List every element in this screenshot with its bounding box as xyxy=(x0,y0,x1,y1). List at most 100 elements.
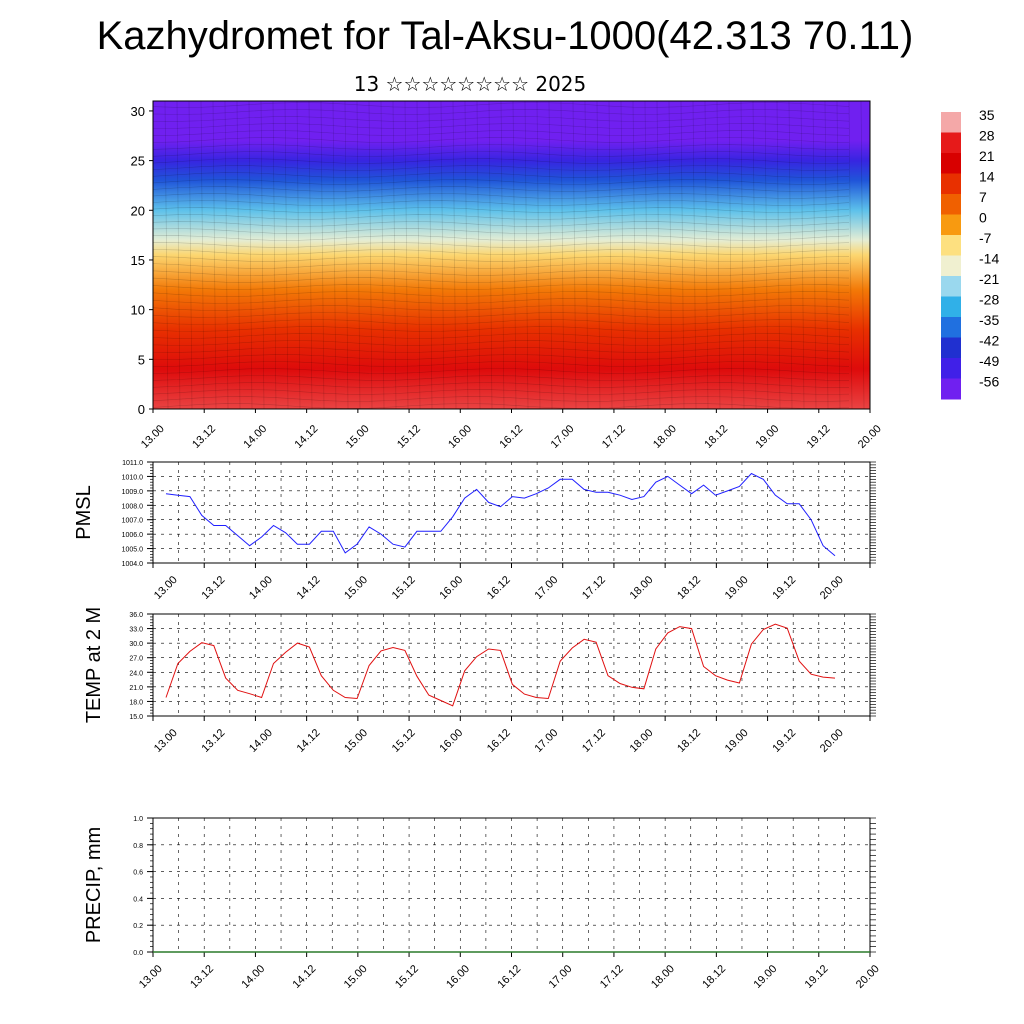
barb-row xyxy=(152,256,850,262)
barb-column xyxy=(728,100,733,410)
legend-swatch xyxy=(941,153,961,174)
legend-swatch xyxy=(941,235,961,256)
barb-column xyxy=(176,100,181,410)
legend-label: -7 xyxy=(979,230,992,246)
barb-row xyxy=(152,284,850,290)
barb-column xyxy=(608,100,613,410)
y-tick-label: 1007.0 xyxy=(122,518,144,525)
heatmap-field xyxy=(153,101,870,409)
barb-row xyxy=(152,326,850,332)
barb-column xyxy=(644,100,649,410)
barb-row xyxy=(152,249,850,255)
x-tick-label: 14.00 xyxy=(239,963,267,991)
barb-column xyxy=(392,100,397,410)
barb-column xyxy=(716,100,721,410)
barb-row xyxy=(152,158,850,164)
barb-row xyxy=(152,214,850,220)
y-tick-label: 0 xyxy=(138,402,145,417)
x-tick-label: 14.00 xyxy=(247,727,275,755)
barb-column xyxy=(440,100,445,410)
x-tick-label: 20.00 xyxy=(854,963,882,991)
y-tick-label: 25 xyxy=(131,154,145,169)
y-tick-label: 1008.0 xyxy=(122,503,144,510)
x-tick-label: 14.00 xyxy=(247,574,275,602)
chart-subtitle: 13 ☆☆☆☆☆☆☆☆ 2025 xyxy=(353,72,587,96)
x-tick-label: 18.12 xyxy=(700,963,728,991)
x-tick-label: 19.12 xyxy=(803,963,831,991)
y-tick-label: 15 xyxy=(131,253,145,268)
barb-row xyxy=(152,368,850,374)
legend-label: -49 xyxy=(979,353,999,369)
x-tick-label: 16.12 xyxy=(495,963,523,991)
barb-row xyxy=(152,382,850,388)
y-tick-label: 1006.0 xyxy=(122,532,144,539)
barb-row xyxy=(152,221,850,227)
y-tick-label: 0.4 xyxy=(133,896,143,903)
x-tick-label: 13.12 xyxy=(190,423,218,451)
y-tick-label: 1.0 xyxy=(133,816,143,823)
legend-label: 21 xyxy=(979,148,995,164)
x-tick-label: 15.00 xyxy=(344,423,372,451)
x-tick-label: 17.12 xyxy=(580,574,608,602)
barb-column xyxy=(860,100,865,410)
x-tick-label: 14.12 xyxy=(295,727,323,755)
barb-column xyxy=(320,100,325,410)
barb-column xyxy=(788,100,793,410)
x-tick-label: 18.00 xyxy=(628,727,656,755)
barb-column xyxy=(356,100,361,410)
y-tick-label: 1010.0 xyxy=(122,474,144,481)
barb-column xyxy=(416,100,421,410)
barb-row xyxy=(152,179,850,185)
y-tick-label: 18.0 xyxy=(129,699,143,706)
barb-column xyxy=(224,100,229,410)
x-tick-label: 16.00 xyxy=(437,574,465,602)
x-tick-label: 18.12 xyxy=(675,727,703,755)
x-tick-label: 20.00 xyxy=(818,727,846,755)
barb-row xyxy=(152,193,850,199)
x-tick-label: 16.12 xyxy=(497,423,525,451)
barb-row xyxy=(152,123,850,129)
barb-column xyxy=(704,100,709,410)
y-tick-label: 1004.0 xyxy=(122,561,144,568)
barb-row xyxy=(152,340,850,346)
x-tick-label: 13.00 xyxy=(152,727,180,755)
y-tick-label: 0.0 xyxy=(133,950,143,957)
x-tick-label: 14.00 xyxy=(241,423,269,451)
y-tick-label: 0.2 xyxy=(133,923,143,930)
barb-row xyxy=(152,263,850,269)
barb-row xyxy=(152,207,850,213)
y-axis-label: PMSL xyxy=(73,485,95,539)
barb-row xyxy=(152,375,850,381)
barb-column xyxy=(800,100,805,410)
y-tick-label: 15.0 xyxy=(129,714,143,721)
x-tick-label: 17.12 xyxy=(580,727,608,755)
barb-row xyxy=(152,137,850,143)
legend-label: 14 xyxy=(979,169,995,185)
barb-row xyxy=(152,403,850,409)
x-tick-label: 16.00 xyxy=(446,423,474,451)
barb-row xyxy=(152,333,850,339)
legend-label: -28 xyxy=(979,292,999,308)
legend-label: -56 xyxy=(979,374,999,390)
barb-row xyxy=(152,389,850,395)
x-tick-label: 15.12 xyxy=(395,423,423,451)
barb-row xyxy=(152,165,850,171)
barb-column xyxy=(812,100,817,410)
x-tick-label: 19.00 xyxy=(751,963,779,991)
barb-column xyxy=(272,100,277,410)
x-tick-label: 19.00 xyxy=(753,423,781,451)
barb-row xyxy=(152,361,850,367)
barb-column xyxy=(500,100,505,410)
y-tick-label: 27.0 xyxy=(129,656,143,663)
y-tick-label: 21.0 xyxy=(129,685,143,692)
legend-label: 0 xyxy=(979,210,987,226)
barb-row xyxy=(152,130,850,136)
x-tick-label: 15.00 xyxy=(342,963,370,991)
barb-column xyxy=(512,100,517,410)
legend-label: -42 xyxy=(979,333,999,349)
x-tick-label: 16.12 xyxy=(485,727,513,755)
x-tick-label: 17.12 xyxy=(598,963,626,991)
barb-column xyxy=(836,100,841,410)
legend-swatch xyxy=(941,112,961,133)
